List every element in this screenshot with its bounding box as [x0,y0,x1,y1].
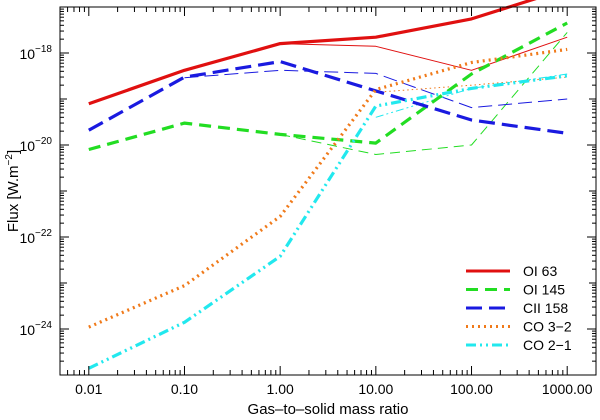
legend: OI 63 OI 145 CII 158 CO 3−2 CO 2−1 [466,263,572,353]
y-tick-label: 10−20 [19,136,52,154]
series-line-thin-oi-145 [280,32,568,155]
x-tick-label: 0.10 [171,381,198,397]
series-line-oi-63 [88,0,537,106]
y-tick-label: 10−22 [19,228,52,246]
series-line-oi-145 [88,21,568,152]
series-line-thin-co-3-2 [375,76,568,93]
plot-frame [59,6,597,376]
y-axis-label-main: Flux [W.m [5,165,22,232]
series-line-co-3-2 [88,47,568,329]
legend-label-oi-145: OI 145 [523,282,565,298]
series-layer [88,0,568,370]
x-axis-label: Gas–to–solid mass ratio [248,401,409,418]
series-line-cii-158 [88,59,568,135]
y-tick-labels: 10−24 10−22 10−20 10−18 [19,44,52,338]
x-tick-label: 100.00 [450,381,493,397]
y-axis-label-sup: −2 [4,154,15,166]
x-tick-label: 0.01 [75,381,102,397]
legend-label-cii-158: CII 158 [523,300,568,316]
legend-label-oi-63: OI 63 [523,263,557,279]
y-axis-label-end: ] [5,150,22,154]
legend-label-co-3-2: CO 3−2 [523,319,572,335]
y-tick-label: 10−24 [19,320,52,338]
tick-layer [59,6,597,376]
x-tick-labels: 0.01 0.10 1.00 10.00 100.00 1000.00 [75,381,593,397]
series-line-thin-co-2-1 [375,73,568,118]
x-tick-label: 10.00 [358,381,393,397]
series-line-co-2-1 [88,74,568,370]
legend-label-co-2-1: CO 2−1 [523,337,572,353]
x-tick-label: 1.00 [267,381,294,397]
y-tick-label: 10−18 [19,44,52,62]
x-tick-label: 1000.00 [542,381,593,397]
y-axis-label: Flux [W.m−2] [4,150,22,232]
series-line-thin-cii-158 [184,69,568,109]
series-line-thin-oi-63 [280,36,568,71]
